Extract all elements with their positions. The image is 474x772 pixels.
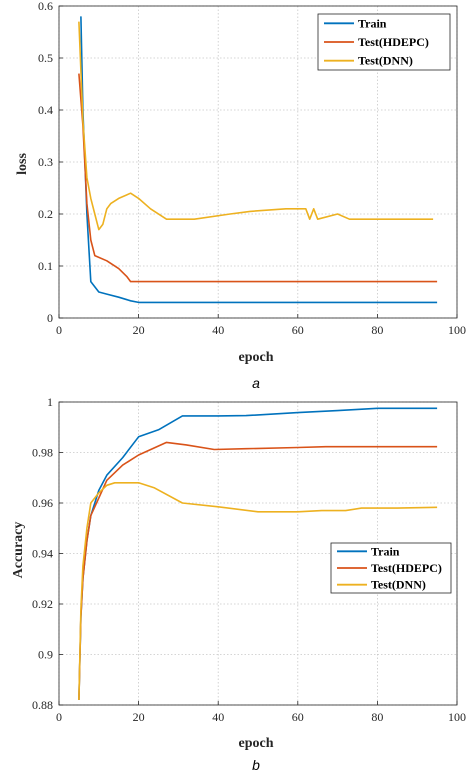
accuracy-chart-y-tick-label: 0.94 bbox=[32, 547, 53, 561]
accuracy-chart-caption: b bbox=[252, 757, 260, 772]
accuracy-chart-legend: Train Test(HDEPC) Test(DNN) bbox=[330, 542, 452, 594]
accuracy-chart-axes-box bbox=[58, 401, 458, 706]
loss-chart-legend: Train Test(HDEPC) Test(DNN) bbox=[317, 13, 451, 71]
loss-chart-y-tick-label: 0.3 bbox=[38, 155, 53, 169]
accuracy-chart-y-tick-label: 0.88 bbox=[32, 698, 53, 712]
loss-chart-y-tick-label: 0.4 bbox=[38, 103, 53, 117]
accuracy-chart-y-tick-label: 1 bbox=[47, 395, 53, 409]
accuracy-chart-y-tick-label: 0.98 bbox=[32, 446, 53, 460]
accuracy-chart-y-tick-label: 0.96 bbox=[32, 496, 53, 510]
loss-chart-y-tick-label: 0 bbox=[47, 311, 53, 325]
loss-chart-legend-label: Test(DNN) bbox=[358, 54, 413, 68]
loss-chart-series-line-test-dnn bbox=[78, 21, 434, 231]
loss-chart-x-tick-label: 60 bbox=[292, 323, 304, 337]
loss-chart-x-tick-label: 0 bbox=[56, 323, 62, 337]
accuracy-chart-x-tick-label: 80 bbox=[371, 710, 383, 724]
loss-chart-legend-label: Test(HDEPC) bbox=[358, 35, 429, 49]
accuracy-chart-x-tick-label: 60 bbox=[292, 710, 304, 724]
loss-chart-x-tick-label: 20 bbox=[133, 323, 145, 337]
loss-chart-x-tick-label: 100 bbox=[448, 323, 466, 337]
accuracy-chart-series-line-test-hdepc bbox=[78, 441, 438, 701]
accuracy-chart: 0 20 40 60 80 100 0.88 0.9 0.92 0.94 0.96 0.98 1 Trai… bbox=[11, 395, 466, 772]
accuracy-chart-y-tick-label: 0.9 bbox=[38, 648, 53, 662]
loss-chart: 0 20 40 60 80 100 0 0.1 0.2 0.3 0.4 0.5 0.6 Train Test… bbox=[15, 0, 466, 391]
loss-chart-series-line-train bbox=[80, 16, 438, 304]
loss-chart-x-tick-label: 80 bbox=[371, 323, 383, 337]
accuracy-chart-xlabel: epoch bbox=[239, 736, 274, 751]
loss-chart-y-tick-label: 0.6 bbox=[38, 0, 53, 13]
accuracy-chart-x-tick-label: 0 bbox=[56, 710, 62, 724]
loss-chart-caption: a bbox=[252, 375, 260, 391]
loss-chart-xlabel: epoch bbox=[239, 350, 274, 365]
accuracy-chart-x-tick-label: 20 bbox=[133, 710, 145, 724]
loss-chart-ylabel: loss bbox=[15, 153, 30, 175]
accuracy-chart-legend-label: Test(DNN) bbox=[371, 578, 426, 592]
accuracy-chart-series-line-test-dnn bbox=[78, 481, 438, 701]
accuracy-chart-legend-label: Train bbox=[371, 544, 400, 558]
loss-chart-x-tick-label: 40 bbox=[212, 323, 224, 337]
loss-chart-series-line-test-hdepc bbox=[78, 73, 438, 283]
accuracy-chart-x-tick-label: 100 bbox=[448, 710, 466, 724]
accuracy-chart-y-tick-label: 0.92 bbox=[32, 597, 53, 611]
loss-chart-legend-label: Train bbox=[358, 16, 387, 30]
loss-chart-y-tick-label: 0.5 bbox=[38, 51, 53, 65]
accuracy-chart-ylabel: Accuracy bbox=[11, 522, 26, 579]
loss-chart-axes-box bbox=[58, 5, 458, 319]
loss-chart-y-tick-label: 0.2 bbox=[38, 207, 53, 221]
accuracy-chart-x-tick-label: 40 bbox=[212, 710, 224, 724]
accuracy-chart-legend-label: Test(HDEPC) bbox=[371, 561, 442, 575]
loss-chart-y-tick-label: 0.1 bbox=[38, 259, 53, 273]
